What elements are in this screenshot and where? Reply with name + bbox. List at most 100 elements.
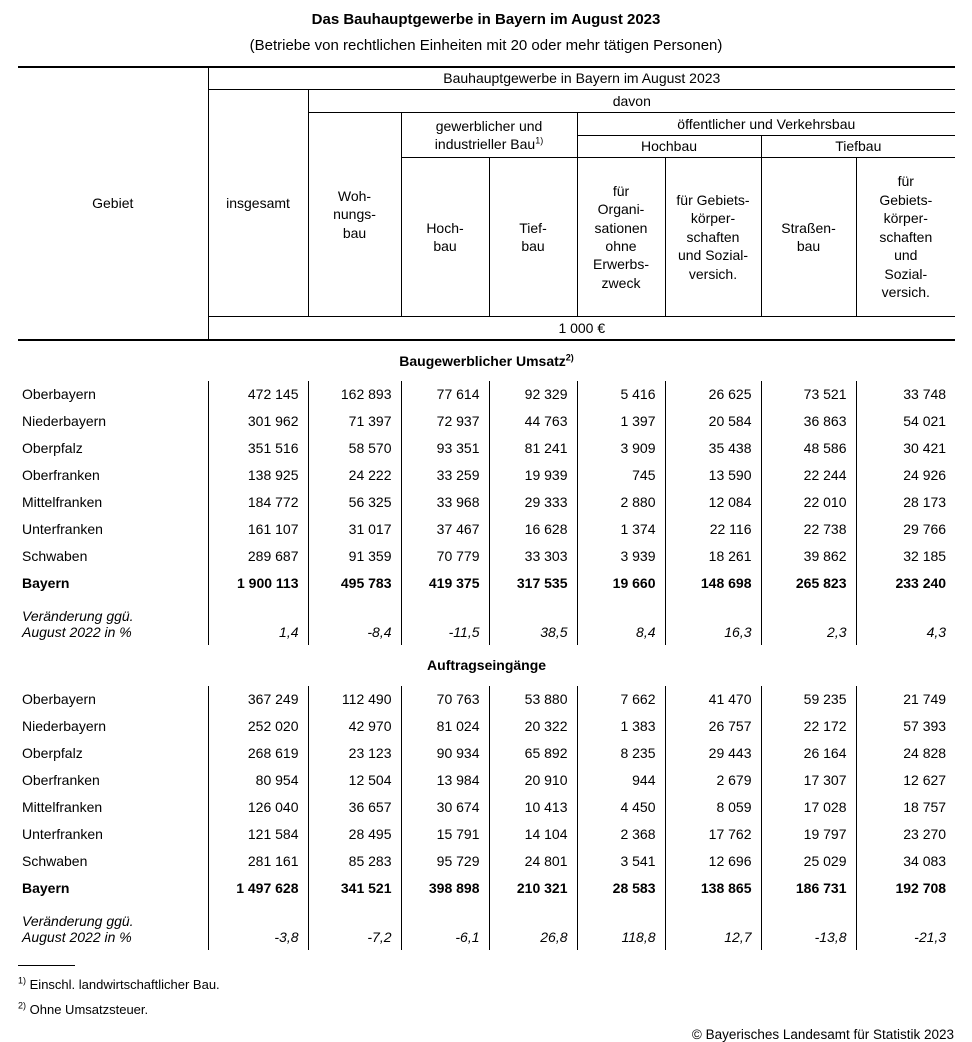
value-cell: 70 763 <box>400 685 489 713</box>
value-cell: 265 823 <box>760 569 856 597</box>
value-cell: 210 321 <box>488 874 577 902</box>
value-cell: -11,5 <box>400 596 489 645</box>
footnote-1-marker: 1) <box>18 975 27 986</box>
value-cell: 8,4 <box>576 596 665 645</box>
value-cell: 59 235 <box>760 685 856 713</box>
value-cell: 12,7 <box>664 901 761 950</box>
table-row: Mittelfranken 184 772 56 325 33 968 29 333 2 … <box>18 488 956 516</box>
region-label: Oberbayern <box>22 691 96 707</box>
value-cell: 31 017 <box>307 515 401 543</box>
value-cell: 281 161 <box>207 847 308 875</box>
value-cell: 495 783 <box>307 569 401 597</box>
value-cell: 35 438 <box>664 434 761 462</box>
value-cell: 1,4 <box>207 596 308 645</box>
value-cell: 73 521 <box>760 380 856 408</box>
value-cell: 341 521 <box>307 874 401 902</box>
region-label: Oberfranken <box>22 772 100 788</box>
value-cell: 3 541 <box>576 847 665 875</box>
value-cell: 19 660 <box>576 569 665 597</box>
value-cell: 90 934 <box>400 739 489 767</box>
value-cell: 24 801 <box>488 847 577 875</box>
value-cell: 58 570 <box>307 434 401 462</box>
region-label: Oberpfalz <box>22 440 83 456</box>
region-label: Bayern <box>22 575 70 591</box>
value-cell: 398 898 <box>400 874 489 902</box>
value-cell: 12 696 <box>664 847 761 875</box>
value-cell: 48 586 <box>760 434 856 462</box>
value-cell: 19 939 <box>488 461 577 489</box>
value-cell: 33 259 <box>400 461 489 489</box>
value-cell: -8,4 <box>307 596 401 645</box>
header-davon: davon <box>308 89 956 113</box>
value-cell: 33 968 <box>400 488 489 516</box>
value-cell: 29 766 <box>855 515 956 543</box>
value-cell: 17 762 <box>664 820 761 848</box>
table-row: Oberpfalz 351 516 58 570 93 351 81 241 3 909 3… <box>18 434 956 462</box>
value-cell: 8 235 <box>576 739 665 767</box>
header-hochbau-group: Hochbau <box>576 135 762 158</box>
table-row: Oberpfalz 268 619 23 123 90 934 65 892 8 235 2… <box>18 739 956 767</box>
value-cell: 351 516 <box>207 434 308 462</box>
value-cell: 44 763 <box>488 407 577 435</box>
value-cell: 3 909 <box>576 434 665 462</box>
value-cell: 32 185 <box>855 542 956 570</box>
table-row: Unterfranken 161 107 31 017 37 467 16 628 1 3… <box>18 515 956 543</box>
section-heading-row: Baugewerblicher Umsatz2) <box>18 340 955 381</box>
value-cell: 5 416 <box>576 380 665 408</box>
header-wohnungsbau: Woh- nungs- bau <box>308 112 402 317</box>
value-cell: 268 619 <box>207 739 308 767</box>
value-cell: 38,5 <box>488 596 577 645</box>
value-cell: 138 865 <box>664 874 761 902</box>
footnote-ref-2: 2) <box>565 351 574 362</box>
section-title: Auftragseingänge <box>18 645 955 686</box>
value-cell: 23 270 <box>855 820 956 848</box>
value-cell: 65 892 <box>488 739 577 767</box>
value-cell: -6,1 <box>400 901 489 950</box>
footnote-1-text: Einschl. landwirtschaftlicher Bau. <box>29 976 220 992</box>
value-cell: 24 926 <box>855 461 956 489</box>
value-cell: 472 145 <box>207 380 308 408</box>
value-cell: 15 791 <box>400 820 489 848</box>
header-tiefbau-group: Tiefbau <box>761 135 956 158</box>
table-row: Schwaben 289 687 91 359 70 779 33 303 3 939 18… <box>18 542 956 570</box>
page-title: Das Bauhauptgewerbe in Bayern im August … <box>311 11 661 28</box>
region-label: Niederbayern <box>22 413 107 429</box>
region-label: Oberbayern <box>22 386 96 402</box>
value-cell: 56 325 <box>307 488 401 516</box>
footnote-2-marker: 2) <box>18 1000 27 1011</box>
header-gewerblicher-bau-group: gewerblicher und industrieller Bau1) <box>400 112 578 158</box>
section-title-text: Auftragseingänge <box>427 657 547 673</box>
value-cell: 126 040 <box>207 793 308 821</box>
value-cell: 1 497 628 <box>207 874 308 902</box>
value-cell: 17 028 <box>760 793 856 821</box>
value-cell: 24 222 <box>307 461 401 489</box>
value-cell: 20 584 <box>664 407 761 435</box>
header-insgesamt: insgesamt <box>208 89 309 317</box>
header-col-hochbau: Hoch- bau <box>400 157 489 317</box>
value-cell: 18 757 <box>855 793 956 821</box>
value-cell: 4,3 <box>855 596 956 645</box>
value-cell: 13 590 <box>664 461 761 489</box>
value-cell: 29 443 <box>664 739 761 767</box>
header-col-organisationen: für Organi- sationen ohne Erwerbs- zweck <box>576 157 665 317</box>
value-cell: 25 029 <box>760 847 856 875</box>
value-cell: 26 164 <box>760 739 856 767</box>
value-cell: 28 495 <box>307 820 401 848</box>
footnote-2: 2) Ohne Umsatzsteuer. <box>18 1000 972 1017</box>
value-cell: 95 729 <box>400 847 489 875</box>
value-cell: 57 393 <box>855 712 956 740</box>
value-cell: 19 797 <box>760 820 856 848</box>
table-row: Schwaben 281 161 85 283 95 729 24 801 3 541 12… <box>18 847 956 875</box>
value-cell: 71 397 <box>307 407 401 435</box>
value-cell: 118,8 <box>576 901 665 950</box>
section-title: Baugewerblicher Umsatz2) <box>18 340 955 381</box>
section-auftragseingaenge: Auftragseingänge Oberbayern 367 249 112 49… <box>18 645 956 950</box>
value-cell: 30 421 <box>855 434 956 462</box>
value-cell: 112 490 <box>307 685 401 713</box>
value-cell: 367 249 <box>207 685 308 713</box>
table-header: Gebiet Bauhauptgewerbe in Bayern im Augu… <box>18 65 956 341</box>
value-cell: 12 504 <box>307 766 401 794</box>
value-cell: -7,2 <box>307 901 401 950</box>
value-cell: 184 772 <box>207 488 308 516</box>
value-cell: 22 010 <box>760 488 856 516</box>
